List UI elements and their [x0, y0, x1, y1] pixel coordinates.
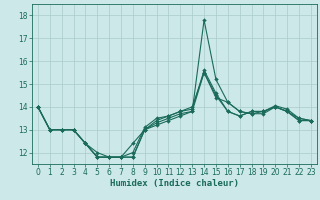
- X-axis label: Humidex (Indice chaleur): Humidex (Indice chaleur): [110, 179, 239, 188]
